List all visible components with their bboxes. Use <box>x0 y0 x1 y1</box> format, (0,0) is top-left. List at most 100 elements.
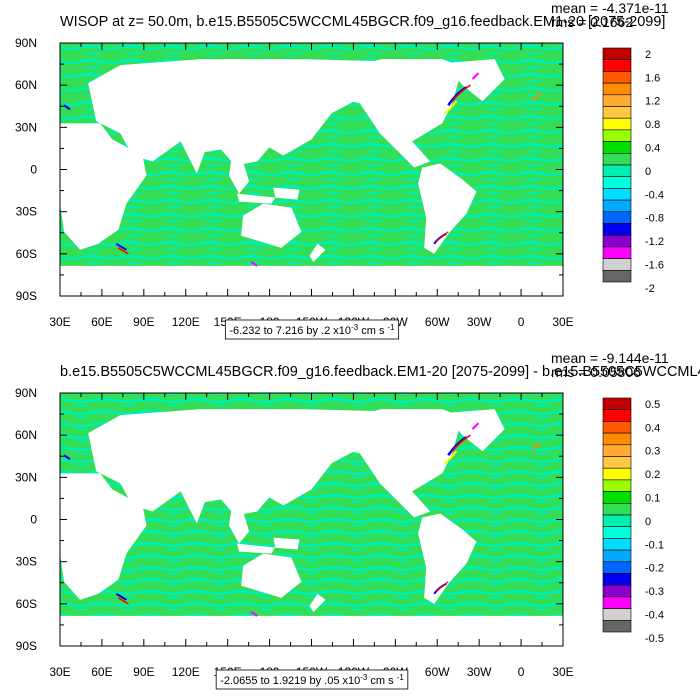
colorbar-swatch <box>602 164 632 177</box>
y-tick-label: 60S <box>16 247 37 261</box>
y-tick-label: 0 <box>30 513 37 527</box>
colorbar-swatch <box>602 538 632 551</box>
x-tick-label: 30W <box>467 665 492 679</box>
colorbar-label: -1.2 <box>645 236 664 248</box>
y-tick-label: 30S <box>16 205 37 219</box>
range-text: -6.232 to 7.216 by .2 x10 <box>229 325 351 337</box>
colorbar-label: 2 <box>645 49 651 61</box>
y-tick-label: 60S <box>16 597 37 611</box>
x-tick-label: 120E <box>172 665 200 679</box>
x-tick-label: 30W <box>467 315 492 329</box>
colorbar-swatch <box>602 246 632 259</box>
contour-range-frame <box>215 669 409 690</box>
contour-range-box: -2.0655 to 1.9219 by .05 x10-3 cm s -1 <box>215 669 409 690</box>
colorbar-label: 0.1 <box>645 492 660 504</box>
range-exponent: -3 <box>351 323 359 332</box>
range-units: cm s <box>358 325 387 337</box>
range-exponent: -3 <box>360 673 368 682</box>
chart-title: WISOP at z= 50.0m, b.e15.B5505C5WCCML45B… <box>60 14 665 30</box>
contour-range-frame <box>224 319 400 340</box>
colorbar-label: 0.5 <box>645 399 660 411</box>
rms-label: rms = 0.1662 <box>551 14 633 30</box>
colorbar-swatch <box>602 188 632 201</box>
colorbar-label: 0 <box>645 516 651 528</box>
colorbar-label: -0.4 <box>645 189 664 201</box>
panel-top: WISOP at z= 50.0m, b.e15.B5505C5WCCML45B… <box>15 0 669 340</box>
colorbar-swatch <box>602 117 632 131</box>
contour-range-label: -6.232 to 7.216 by .2 x10-3 cm s -1 <box>229 323 395 338</box>
colorbar-swatch <box>602 47 632 60</box>
x-tick-label: 60E <box>91 665 112 679</box>
x-tick-label: 30E <box>49 665 70 679</box>
colorbar-label: -2 <box>645 283 655 295</box>
colorbar-swatch <box>602 479 632 492</box>
colorbar-swatch <box>602 596 632 609</box>
x-tick-label: 0 <box>518 665 525 679</box>
colorbar-label: -0.4 <box>645 609 664 621</box>
colorbar-swatch <box>602 176 632 189</box>
colorbar-swatch <box>602 129 632 142</box>
x-tick-label: 30E <box>552 315 573 329</box>
colorbar-swatch <box>602 432 632 446</box>
colorbar-swatch <box>602 456 632 469</box>
colorbar-label: -0.8 <box>645 213 664 225</box>
colorbar-swatch <box>602 234 632 248</box>
range-unit-exponent: -1 <box>388 323 396 332</box>
mean-label: mean = -9.144e-11 <box>551 350 669 366</box>
colorbar-swatch <box>602 619 632 633</box>
colorbar-label: 0.3 <box>645 446 660 458</box>
y-tick-label: 90S <box>16 289 37 303</box>
range-text: -2.0655 to 1.9219 by .05 x10 <box>220 675 360 687</box>
colorbar-label: 0.4 <box>645 142 660 154</box>
x-tick-label: 90E <box>133 665 154 679</box>
colorbar-label: 1.2 <box>645 96 660 108</box>
colorbar-label: -0.5 <box>645 633 664 645</box>
colorbar-swatch <box>602 71 632 84</box>
colorbar-swatch <box>602 561 632 574</box>
y-tick-label: 0 <box>30 163 37 177</box>
colorbar-swatch <box>602 514 632 527</box>
range-unit-exponent: -1 <box>397 673 405 682</box>
colorbar-swatch <box>602 491 632 504</box>
x-tick-label: 30E <box>552 665 573 679</box>
colorbar-swatch <box>602 444 632 457</box>
colorbar-swatch <box>602 141 632 154</box>
y-tick-label: 60N <box>15 78 37 92</box>
colorbar-label: 0 <box>645 166 651 178</box>
colorbar-swatch <box>602 467 632 481</box>
colorbar-label: 0.4 <box>645 422 660 434</box>
plot-area <box>60 43 563 296</box>
x-tick-label: 60E <box>91 315 112 329</box>
colorbar-swatch <box>602 397 632 410</box>
y-tick-label: 30S <box>16 555 37 569</box>
colorbar-swatch <box>602 549 632 563</box>
colorbar-label: 0.2 <box>645 469 660 481</box>
colorbar-swatch <box>602 502 632 516</box>
y-tick-label: 30N <box>15 470 37 484</box>
colorbar-swatch <box>602 573 632 586</box>
y-tick-label: 90S <box>16 639 37 653</box>
contour-range-box: -6.232 to 7.216 by .2 x10-3 cm s -1 <box>224 319 400 340</box>
colorbar-label: -0.3 <box>645 586 664 598</box>
x-tick-label: 60W <box>425 315 450 329</box>
colorbar-swatch <box>602 608 632 621</box>
x-tick-label: 60W <box>425 665 450 679</box>
colorbar-swatch <box>602 421 632 434</box>
colorbar-swatch <box>602 526 632 539</box>
mean-label: mean = -4.371e-11 <box>551 0 669 16</box>
contour-range-label: -2.0655 to 1.9219 by .05 x10-3 cm s -1 <box>220 673 404 688</box>
y-tick-label: 90N <box>15 386 37 400</box>
colorbar-swatch <box>602 199 632 213</box>
colorbar-swatch <box>602 258 632 271</box>
chart-title: b.e15.B5505C5WCCML45BGCR.f09_g16.feedbac… <box>60 364 700 380</box>
plot-area <box>60 393 563 646</box>
x-tick-label: 90E <box>133 315 154 329</box>
colorbar-swatch <box>602 59 632 72</box>
panel-bottom: b.e15.B5505C5WCCML45BGCR.f09_g16.feedbac… <box>15 350 700 690</box>
colorbar-swatch <box>602 82 632 96</box>
y-tick-label: 90N <box>15 36 37 50</box>
colorbar-label: -0.2 <box>645 563 664 575</box>
x-tick-label: 0 <box>518 315 525 329</box>
colorbar-label: -0.1 <box>645 539 664 551</box>
